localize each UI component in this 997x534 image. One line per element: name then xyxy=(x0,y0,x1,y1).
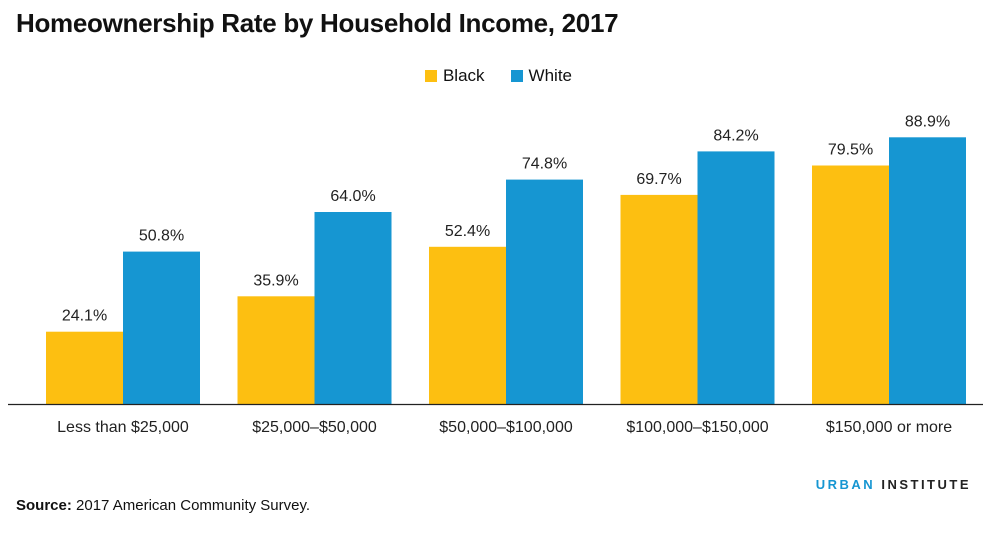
x-tick-label-3: $100,000–$150,000 xyxy=(626,419,768,436)
brand-urban: URBAN xyxy=(815,477,876,492)
legend-label-black: Black xyxy=(442,66,485,85)
data-label-black-4: 79.5% xyxy=(828,142,873,159)
legend-swatch-black xyxy=(424,70,437,82)
bar-black-2 xyxy=(429,246,506,404)
legend-swatch-white xyxy=(510,70,523,82)
bar-black-1 xyxy=(237,296,315,404)
legend-item-black: Black xyxy=(424,66,485,86)
bar-white-2 xyxy=(506,179,583,404)
brand-institute: INSTITUTE xyxy=(881,477,971,492)
source-text: 2017 American Community Survey. xyxy=(76,497,311,514)
data-label-white-0: 50.8% xyxy=(139,228,184,245)
bar-black-4 xyxy=(812,165,889,404)
data-label-white-1: 64.0% xyxy=(330,188,375,205)
bar-black-3 xyxy=(620,194,698,404)
data-label-black-0: 24.1% xyxy=(62,308,107,325)
data-label-white-2: 74.8% xyxy=(522,156,567,173)
x-tick-label-4: $150,000 or more xyxy=(826,419,952,436)
legend-item-white: White xyxy=(510,66,573,86)
chart-legend: Black White xyxy=(0,66,997,86)
x-tick-label-0: Less than $25,000 xyxy=(57,419,189,436)
bar-white-0 xyxy=(123,251,200,404)
bar-black-0 xyxy=(46,331,123,404)
legend-label-white: White xyxy=(528,66,573,85)
bar-white-1 xyxy=(314,212,392,404)
urban-institute-logo: URBAN INSTITUTE xyxy=(816,477,971,492)
source-note: Source: 2017 American Community Survey. xyxy=(16,497,310,514)
source-label: Source: xyxy=(16,497,72,514)
data-label-black-1: 35.9% xyxy=(253,272,298,289)
x-tick-label-1: $25,000–$50,000 xyxy=(252,419,377,436)
chart-title: Homeownership Rate by Household Income, … xyxy=(16,8,619,38)
data-label-black-2: 52.4% xyxy=(445,223,490,240)
x-tick-label-2: $50,000–$100,000 xyxy=(439,419,573,436)
data-label-white-4: 88.9% xyxy=(905,113,950,130)
data-label-black-3: 69.7% xyxy=(636,171,681,188)
bar-white-4 xyxy=(889,137,966,405)
bar-white-3 xyxy=(697,151,775,404)
data-label-white-3: 84.2% xyxy=(713,127,758,144)
